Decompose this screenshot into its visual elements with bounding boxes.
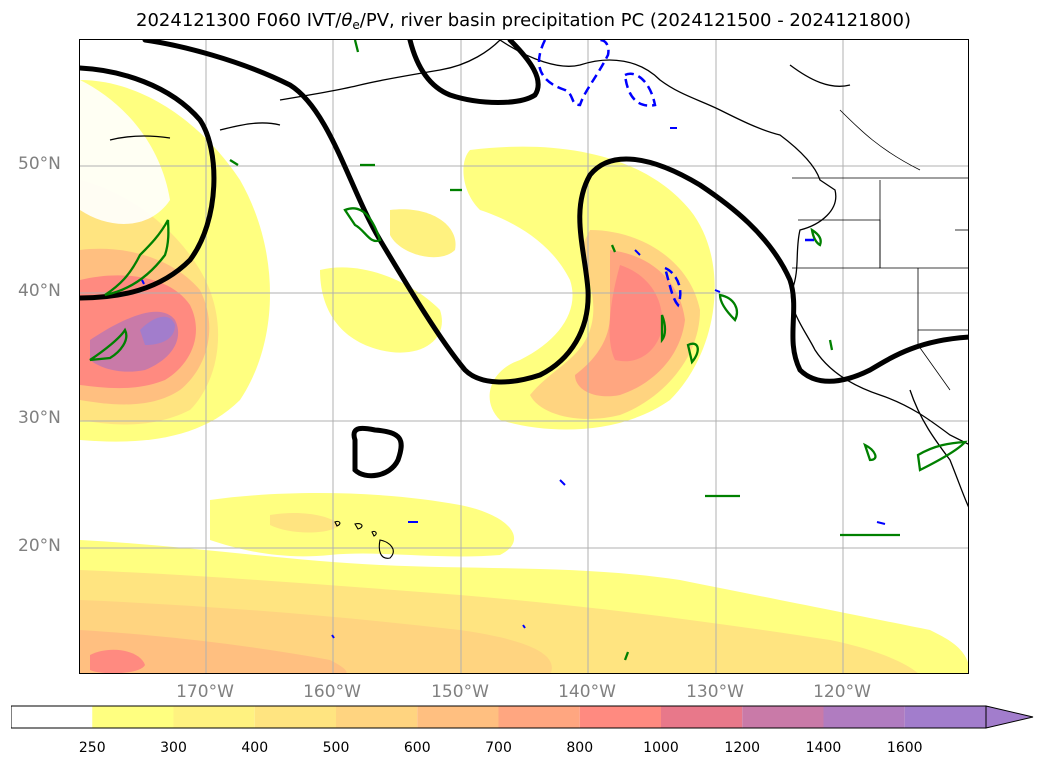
colorbar-tick-label: 1600: [886, 740, 923, 756]
colorbar-cell: [579, 706, 661, 728]
colorbar-tick-label: 1400: [805, 740, 842, 756]
colorbar-tick-label: 500: [322, 740, 350, 756]
lon-label-130w: 130°W: [686, 682, 744, 702]
colorbar-tick-label: 400: [241, 740, 269, 756]
colorbar-cell: [254, 706, 336, 728]
lon-label-170w: 170°W: [176, 682, 234, 702]
colorbar-cell: [11, 706, 93, 728]
colorbar-tick-label: 1000: [643, 740, 679, 756]
ivt-shading-south: [80, 493, 968, 673]
colorbar-outline: [11, 705, 987, 729]
map-canvas: [80, 40, 968, 673]
colorbar-cell: [904, 706, 986, 728]
map-panel: [79, 39, 969, 674]
colorbar-cell: [173, 706, 255, 728]
hawaii-islands: [334, 520, 394, 559]
theta-e-contours: [89, 40, 968, 661]
colorbar-cell: [661, 706, 743, 728]
ivt-shading-east: [320, 146, 715, 430]
colorbar: [11, 705, 1034, 729]
colorbar-cell: [823, 706, 905, 728]
colorbar-cell: [336, 706, 418, 728]
lat-label-50n: 50°N: [18, 154, 61, 174]
negative-contours: [537, 40, 815, 308]
colorbar-tick-label: 300: [160, 740, 187, 756]
lat-label-20n: 20°N: [18, 536, 61, 556]
ivt-shading-west: [80, 80, 270, 442]
colorbar-tick-label: 1200: [724, 740, 761, 756]
political-borders: [792, 109, 968, 391]
colorbar-tick-label: 600: [403, 740, 431, 756]
colorbar-cell: [498, 706, 580, 728]
lon-label-140w: 140°W: [558, 682, 616, 702]
map-title: 2024121300 F060 IVT/θe/PV, river basin p…: [136, 10, 911, 32]
lon-label-150w: 150°W: [431, 682, 489, 702]
colorbar-cell: [742, 706, 824, 728]
colorbar-tick-label: 800: [566, 740, 594, 756]
colorbar-cell: [417, 706, 499, 728]
lat-label-40n: 40°N: [18, 281, 61, 301]
lon-label-120w: 120°W: [813, 682, 871, 702]
small-blue-marks: [141, 127, 886, 639]
coastline: [109, 40, 968, 508]
colorbar-tick-label: 250: [78, 740, 106, 756]
pv-contours: [80, 40, 968, 479]
lat-label-30n: 30°N: [18, 408, 61, 428]
colorbar-tick-label: 700: [485, 740, 512, 756]
lon-label-160w: 160°W: [303, 682, 361, 702]
colorbar-cell: [92, 706, 174, 728]
